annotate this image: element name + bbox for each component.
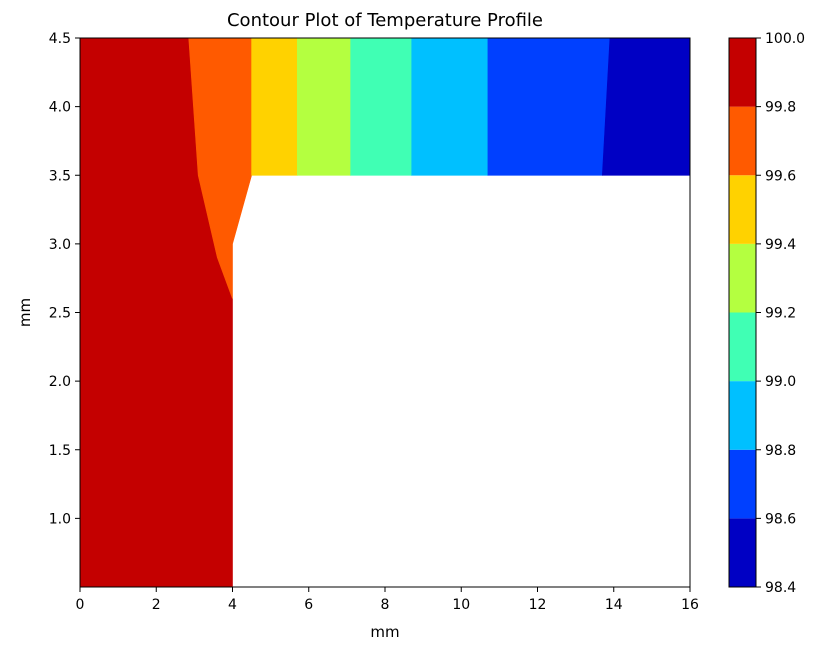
contour-region-2 <box>251 37 298 176</box>
x-tick-label: 8 <box>381 597 390 613</box>
contour-region-4 <box>350 37 413 176</box>
y-axis-ticks: 1.0 1.5 2.0 2.5 3.0 3.5 4.0 4.5 <box>49 31 80 527</box>
contour-region-6 <box>487 37 611 176</box>
y-tick-label: 2.0 <box>49 374 71 390</box>
colorbar-segment-4 <box>729 243 756 313</box>
y-tick-label: 1.0 <box>49 511 71 527</box>
colorbar-segment-0 <box>729 518 756 587</box>
contour-region-7 <box>601 37 691 176</box>
x-tick-label: 10 <box>452 597 470 613</box>
colorbar-segment-7 <box>729 38 756 107</box>
y-tick-label: 4.0 <box>49 100 71 116</box>
y-tick-label: 1.5 <box>49 443 71 459</box>
colorbar-tick-label: 98.8 <box>765 443 796 459</box>
y-tick-label: 3.5 <box>49 168 71 184</box>
colorbar-tick-label: 99.4 <box>765 237 796 253</box>
colorbar: 98.4 98.6 98.8 99.0 99.2 99.4 99.6 99.8 100.0 <box>728 31 805 596</box>
y-tick-label: 3.0 <box>49 237 71 253</box>
colorbar-tick-label: 99.2 <box>765 306 796 322</box>
x-tick-label: 14 <box>605 597 623 613</box>
contour-regions <box>79 37 691 588</box>
colorbar-tick-label: 98.4 <box>765 580 796 596</box>
x-tick-label: 4 <box>228 597 237 613</box>
colorbar-tick-label: 99.0 <box>765 374 796 390</box>
x-tick-label: 12 <box>529 597 547 613</box>
colorbar-segment-5 <box>729 175 756 244</box>
y-axis-label: mm <box>16 298 34 327</box>
colorbar-tick-label: 99.8 <box>765 100 796 116</box>
colorbar-segment-3 <box>729 312 756 382</box>
contour-region-3 <box>296 37 352 176</box>
contour-region-5 <box>411 37 489 176</box>
colorbar-tick-label: 98.6 <box>765 511 796 527</box>
x-tick-label: 2 <box>152 597 161 613</box>
colorbar-segment-6 <box>729 106 756 176</box>
x-tick-label: 6 <box>304 597 313 613</box>
colorbar-segment-2 <box>729 381 756 450</box>
x-axis-label: mm <box>370 623 399 641</box>
colorbar-segment-1 <box>729 449 756 519</box>
colorbar-tick-label: 100.0 <box>765 31 805 47</box>
x-axis-ticks: 0 2 4 6 8 10 12 14 16 <box>76 587 699 613</box>
y-tick-label: 4.5 <box>49 31 71 47</box>
y-tick-label: 2.5 <box>49 306 71 322</box>
x-tick-label: 0 <box>76 597 85 613</box>
chart-title: Contour Plot of Temperature Profile <box>227 10 543 31</box>
colorbar-tick-label: 99.6 <box>765 168 796 184</box>
x-tick-label: 16 <box>681 597 699 613</box>
